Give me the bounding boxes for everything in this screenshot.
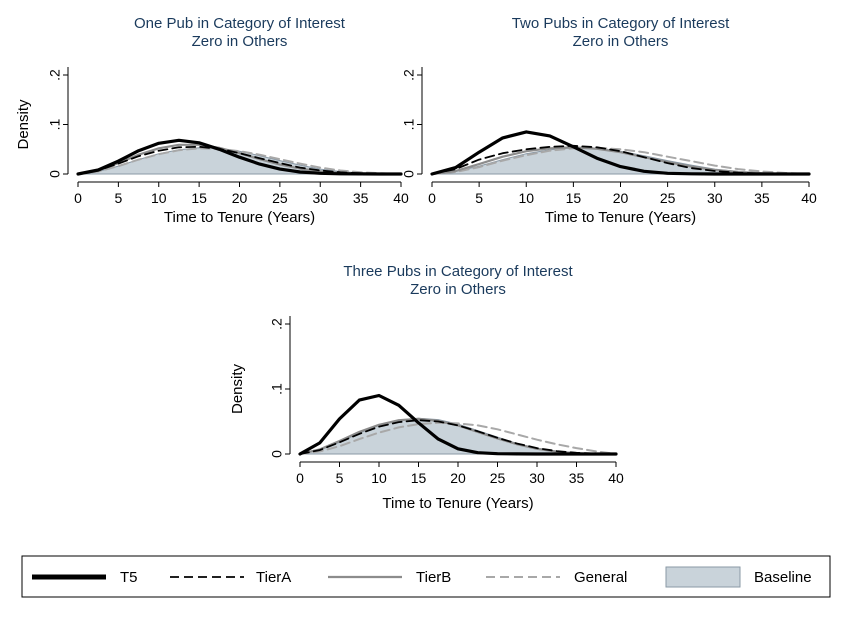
x-tick-label: 0 — [428, 190, 436, 206]
y-tick-label: .2 — [47, 69, 63, 81]
panel-title-line: Two Pubs in Category of Interest — [512, 15, 730, 32]
x-tick-label: 30 — [529, 470, 545, 486]
legend-label-general: General — [574, 569, 627, 586]
x-axis-label: Time to Tenure (Years) — [164, 209, 315, 226]
x-tick-label: 5 — [336, 470, 344, 486]
x-tick-label: 35 — [754, 190, 770, 206]
y-tick-label: .2 — [401, 69, 417, 81]
legend-label-tiera: TierA — [256, 569, 291, 586]
panel-title-line: One Pub in Category of Interest — [134, 15, 346, 32]
x-axis-label: Time to Tenure (Years) — [545, 209, 696, 226]
x-tick-label: 40 — [608, 470, 624, 486]
panel-title-line: Zero in Others — [573, 33, 669, 50]
x-tick-label: 25 — [272, 190, 288, 206]
x-tick-label: 25 — [660, 190, 676, 206]
legend-label-tierb: TierB — [416, 569, 451, 586]
y-axis-label: Density — [229, 363, 246, 414]
y-tick-label: .1 — [269, 383, 285, 395]
x-tick-label: 20 — [450, 470, 466, 486]
legend-swatch-baseline — [665, 566, 741, 588]
legend: T5 TierA TierB General Baseline — [21, 555, 831, 598]
y-axis-label: Density — [15, 99, 32, 150]
x-tick-label: 25 — [490, 470, 506, 486]
y-tick-label: 0 — [269, 450, 285, 458]
x-tick-label: 20 — [613, 190, 629, 206]
series-t5-line — [298, 393, 618, 456]
x-tick-label: 10 — [371, 470, 387, 486]
x-tick-label: 20 — [232, 190, 248, 206]
x-tick-label: 35 — [569, 470, 585, 486]
y-tick-label: .1 — [47, 118, 63, 130]
x-tick-label: 10 — [151, 190, 167, 206]
x-tick-label: 15 — [566, 190, 582, 206]
x-tick-label: 35 — [353, 190, 369, 206]
y-tick-label: .2 — [269, 318, 285, 330]
y-tick-label: .1 — [401, 118, 417, 130]
legend-label-t5: T5 — [120, 569, 138, 586]
series-t5-line — [76, 138, 403, 176]
legend-label-baseline: Baseline — [754, 569, 812, 586]
x-tick-label: 15 — [411, 470, 427, 486]
x-tick-label: 30 — [707, 190, 723, 206]
series-t5-line — [430, 130, 811, 176]
x-tick-label: 5 — [114, 190, 122, 206]
series-tiera-line — [299, 419, 617, 455]
series-general-line — [431, 146, 810, 175]
panel-title-line: Zero in Others — [192, 33, 288, 50]
series-general-line — [299, 421, 617, 455]
y-tick-label: 0 — [401, 170, 417, 178]
x-tick-label: 40 — [393, 190, 409, 206]
y-tick-label: 0 — [47, 170, 63, 178]
x-tick-label: 30 — [312, 190, 328, 206]
x-tick-label: 0 — [296, 470, 304, 486]
series-tiera-line — [431, 144, 810, 175]
x-tick-label: 10 — [518, 190, 534, 206]
series-general-line — [77, 147, 402, 175]
panel-title-line: Three Pubs in Category of Interest — [343, 263, 573, 280]
x-tick-label: 15 — [191, 190, 207, 206]
x-axis-label: Time to Tenure (Years) — [382, 495, 533, 512]
x-tick-label: 5 — [475, 190, 483, 206]
x-tick-label: 0 — [74, 190, 82, 206]
panel-title-line: Zero in Others — [410, 281, 506, 298]
x-tick-label: 40 — [801, 190, 817, 206]
